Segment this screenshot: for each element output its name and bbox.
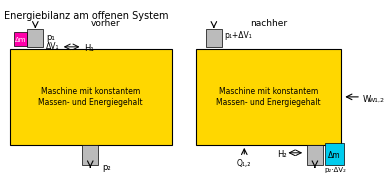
Text: Energiebilanz am offenen System: Energiebilanz am offenen System [4,10,168,21]
Text: H₂: H₂ [278,150,287,159]
Bar [14,32,27,46]
Text: p₂: p₂ [102,163,111,172]
Bar [307,145,323,165]
Bar [82,145,98,165]
Bar [10,49,172,145]
Text: Δm: Δm [328,151,341,160]
Text: Maschine mit konstantem
Massen- und Energiegehalt: Maschine mit konstantem Massen- und Ener… [39,87,143,107]
Text: vorher: vorher [91,19,120,28]
Text: H₁: H₁ [85,44,94,53]
Text: W: W [363,95,371,104]
Text: Q₁,₂: Q₁,₂ [236,159,251,168]
Text: p₁: p₁ [46,33,55,42]
Text: Maschine mit konstantem
Massen- und Energiegehalt: Maschine mit konstantem Massen- und Ener… [217,87,321,107]
Bar [206,29,222,47]
Text: ΔV₁: ΔV₁ [46,42,59,51]
Text: Δm: Δm [15,37,26,43]
Bar [27,29,43,47]
Bar [196,49,341,145]
Bar [325,143,344,165]
Text: p₂·ΔV₂: p₂·ΔV₂ [325,167,347,172]
Text: p₁+ΔV₁: p₁+ΔV₁ [225,31,252,40]
Text: nachher: nachher [250,19,287,28]
Text: W1,2: W1,2 [369,98,385,103]
